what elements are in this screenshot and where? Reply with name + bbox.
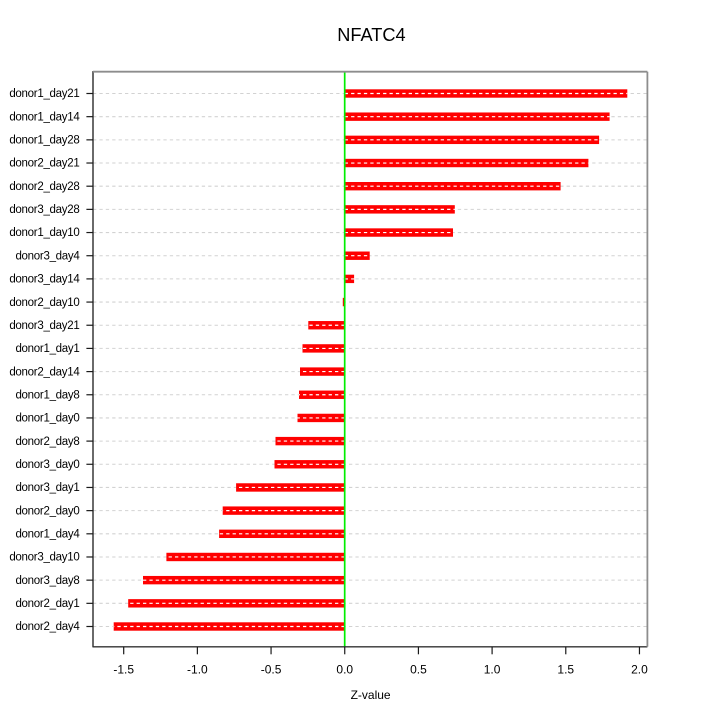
svg-text:donor3_day4: donor3_day4 (15, 250, 80, 262)
svg-text:donor2_day14: donor2_day14 (9, 366, 80, 378)
svg-text:donor3_day14: donor3_day14 (9, 274, 80, 286)
svg-text:1.5: 1.5 (557, 663, 574, 677)
svg-text:-1.5: -1.5 (113, 663, 134, 677)
svg-text:donor2_day1: donor2_day1 (15, 598, 79, 610)
svg-text:donor2_day4: donor2_day4 (15, 621, 80, 633)
svg-text:donor3_day28: donor3_day28 (9, 204, 79, 216)
svg-text:donor2_day28: donor2_day28 (9, 181, 79, 193)
svg-text:donor1_day0: donor1_day0 (15, 413, 79, 425)
svg-text:donor3_day10: donor3_day10 (9, 552, 79, 564)
svg-text:NFATC4: NFATC4 (337, 25, 405, 45)
svg-text:donor2_day10: donor2_day10 (9, 297, 79, 309)
svg-text:donor1_day14: donor1_day14 (9, 111, 80, 123)
svg-text:-0.5: -0.5 (261, 663, 282, 677)
svg-text:donor1_day1: donor1_day1 (15, 343, 79, 355)
svg-text:donor3_day21: donor3_day21 (9, 320, 79, 332)
svg-text:donor1_day10: donor1_day10 (9, 227, 79, 239)
svg-text:donor1_day28: donor1_day28 (9, 135, 79, 147)
svg-text:Z-value: Z-value (351, 688, 391, 702)
svg-text:donor1_day8: donor1_day8 (15, 389, 79, 401)
svg-text:1.0: 1.0 (484, 663, 501, 677)
svg-text:donor2_day0: donor2_day0 (15, 505, 79, 517)
svg-text:donor3_day1: donor3_day1 (15, 482, 79, 494)
svg-text:donor1_day21: donor1_day21 (9, 88, 79, 100)
svg-text:-1.0: -1.0 (187, 663, 208, 677)
svg-text:donor2_day21: donor2_day21 (9, 158, 79, 170)
svg-text:donor3_day0: donor3_day0 (15, 459, 79, 471)
svg-text:2.0: 2.0 (631, 663, 648, 677)
svg-text:0.0: 0.0 (336, 663, 353, 677)
svg-text:donor1_day4: donor1_day4 (15, 529, 80, 541)
svg-text:donor3_day8: donor3_day8 (15, 575, 79, 587)
svg-text:donor2_day8: donor2_day8 (15, 436, 79, 448)
svg-text:0.5: 0.5 (410, 663, 427, 677)
